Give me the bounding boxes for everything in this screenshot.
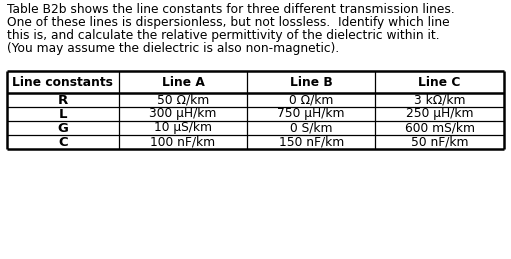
Text: 750 μH/km: 750 μH/km	[277, 107, 345, 120]
Text: C: C	[58, 135, 68, 148]
Text: 50 nF/km: 50 nF/km	[411, 135, 469, 148]
Text: Line constants: Line constants	[12, 76, 113, 89]
Text: 300 μH/km: 300 μH/km	[149, 107, 217, 120]
Text: R: R	[58, 93, 68, 106]
Text: this is, and calculate the relative permittivity of the dielectric within it.: this is, and calculate the relative perm…	[7, 29, 439, 42]
Text: 100 nF/km: 100 nF/km	[150, 135, 216, 148]
Text: 250 μH/km: 250 μH/km	[406, 107, 473, 120]
Text: 0 Ω/km: 0 Ω/km	[289, 93, 333, 106]
Text: 0 S/km: 0 S/km	[290, 121, 333, 134]
Text: One of these lines is dispersionless, but not lossless.  Identify which line: One of these lines is dispersionless, bu…	[7, 16, 450, 29]
Text: 50 Ω/km: 50 Ω/km	[157, 93, 209, 106]
Text: Line A: Line A	[161, 76, 204, 89]
Text: 3 kΩ/km: 3 kΩ/km	[414, 93, 466, 106]
Text: Line B: Line B	[290, 76, 333, 89]
Text: (You may assume the dielectric is also non-magnetic).: (You may assume the dielectric is also n…	[7, 42, 339, 55]
Text: L: L	[59, 107, 67, 120]
Text: 10 μS/km: 10 μS/km	[154, 121, 212, 134]
Text: 150 nF/km: 150 nF/km	[278, 135, 344, 148]
Text: Table B2b shows the line constants for three different transmission lines.: Table B2b shows the line constants for t…	[7, 3, 455, 16]
Text: 600 mS/km: 600 mS/km	[405, 121, 475, 134]
Text: G: G	[57, 121, 68, 134]
Text: Line C: Line C	[419, 76, 461, 89]
